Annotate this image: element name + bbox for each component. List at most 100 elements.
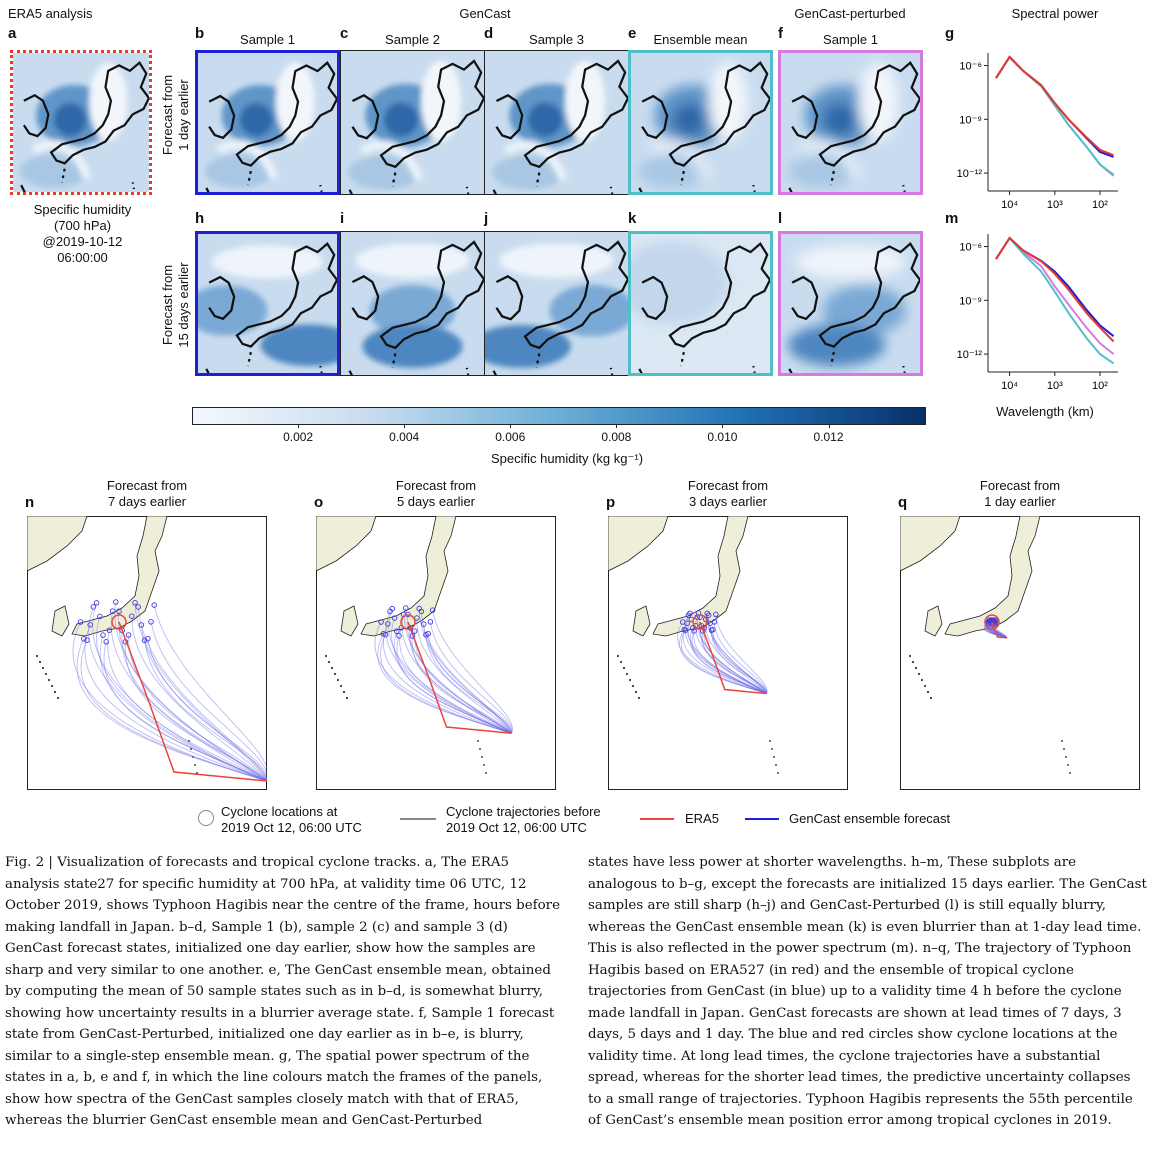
- panel-label-i: i: [340, 210, 345, 227]
- coastline-china: [20, 184, 26, 192]
- cyclone-track-map: [27, 516, 267, 790]
- row-label-bottom-line2: 15 days earlier: [176, 262, 191, 348]
- island-dot: [340, 685, 342, 687]
- ensemble-location-circle: [103, 639, 109, 645]
- ensemble-location-circle: [394, 628, 400, 634]
- panel-label-q: q: [898, 494, 908, 511]
- ensemble-trajectory: [411, 635, 512, 734]
- island-dot: [620, 661, 622, 663]
- coastline: [348, 59, 484, 194]
- colorbar-label: Specific humidity (kg kg⁻¹): [490, 451, 644, 466]
- humidity-field: [355, 243, 470, 368]
- ensemble-trajectory: [144, 640, 267, 782]
- ensemble-trajectory: [418, 608, 513, 734]
- ensemble-trajectory: [406, 614, 512, 734]
- island-dot: [924, 685, 926, 687]
- ensemble-trajectory: [409, 627, 512, 734]
- era5-caption-line: @2019-10-12: [42, 234, 123, 249]
- land-korea: [340, 605, 359, 637]
- ensemble-trajectory: [700, 625, 767, 694]
- ensemble-location-circle: [77, 619, 84, 625]
- island-dot: [629, 679, 631, 681]
- era5-location-circle: [692, 614, 708, 630]
- spectrum-series-line: [995, 236, 1115, 343]
- coastline: [638, 242, 770, 373]
- coastline-japan: [523, 240, 628, 350]
- panel-label-g: g: [945, 25, 955, 42]
- ensemble-location-circle: [992, 617, 999, 624]
- ensemble-location-circle: [420, 621, 427, 627]
- map-panel-e: [628, 50, 773, 195]
- ensemble-trajectory: [153, 604, 267, 781]
- humidity-blob: [260, 324, 337, 367]
- coastline-islands: [246, 351, 252, 367]
- humidity-blob: [421, 61, 462, 142]
- coastline-korea: [641, 94, 669, 140]
- humidity-field: [485, 243, 628, 368]
- island-dot: [483, 764, 485, 766]
- ensemble-location-circle: [391, 615, 398, 621]
- map-panel-c: [340, 50, 485, 195]
- island-dot: [921, 679, 923, 681]
- ensemble-trajectory: [429, 621, 513, 734]
- panel-label-e: e: [628, 25, 637, 42]
- humidity-blob: [858, 62, 898, 141]
- ensemble-location-circle: [411, 628, 418, 634]
- humidity-band: [216, 140, 279, 180]
- ensemble-location-circle: [148, 619, 154, 625]
- humidity-blob: [89, 62, 128, 141]
- row-label-top: Forecast from 1 day earlier: [160, 50, 192, 180]
- row-label-bottom: Forecast from 15 days earlier: [160, 230, 192, 380]
- ensemble-trajectory: [88, 606, 267, 782]
- ensemble-location-circle: [132, 600, 138, 606]
- coastline-japan: [668, 61, 770, 167]
- ensemble-trajectory: [121, 630, 267, 782]
- humidity-blob: [383, 102, 419, 137]
- ensemble-trajectory: [388, 608, 512, 734]
- era5-trajectory: [699, 621, 767, 695]
- land-korea: [51, 605, 70, 637]
- legend-ensemble: GenCast ensemble forecast: [789, 811, 951, 826]
- island-dot: [769, 740, 771, 742]
- colorbar-tick: [722, 424, 724, 428]
- colorbar-tick-label: 0.002: [283, 430, 314, 444]
- humidity-field: [348, 61, 462, 190]
- ensemble-trajectory: [705, 619, 767, 694]
- humidity-blob: [822, 103, 857, 137]
- land-mainland: [316, 516, 377, 572]
- colorbar-tick-label: 0.010: [707, 430, 738, 444]
- coastline-korea: [791, 275, 819, 321]
- ensemble-trajectory: [137, 606, 267, 782]
- ensemble-trajectory: [680, 629, 767, 694]
- island-dot: [54, 691, 56, 693]
- legend-text: 2019 Oct 12, 06:00 UTC: [446, 820, 587, 835]
- ensemble-trajectory: [396, 635, 512, 734]
- coastline: [20, 60, 149, 192]
- column-title-b: Sample 1: [240, 32, 295, 47]
- ensemble-location-circle: [705, 612, 712, 618]
- humidity-blob: [211, 245, 324, 279]
- ensemble-location-circle: [382, 631, 389, 638]
- humidity-blob: [492, 155, 564, 190]
- panel-label-b: b: [195, 25, 205, 42]
- island-dot: [331, 667, 333, 669]
- coastline-china: [492, 189, 497, 194]
- row-label-bottom-line1: Forecast from: [160, 264, 175, 346]
- coastline-korea: [351, 94, 380, 140]
- ensemble-location-circle: [396, 633, 402, 639]
- colorbar-tick-label: 0.006: [495, 430, 526, 444]
- column-title-d: Sample 3: [529, 32, 584, 47]
- era5-location-circle: [400, 614, 416, 630]
- ensemble-trajectory: [691, 630, 767, 694]
- humidity-blob: [204, 154, 275, 188]
- ensemble-trajectory: [84, 624, 267, 782]
- ensemble-trajectory: [677, 621, 767, 694]
- island-dot: [930, 697, 932, 699]
- era5-caption-line: 06:00:00: [57, 250, 108, 265]
- humidity-blob: [549, 284, 628, 337]
- track-panel-title-line: 3 days earlier: [688, 494, 768, 509]
- coastline-china: [205, 368, 210, 373]
- coastline-korea: [791, 94, 819, 140]
- coastline-japan: [818, 242, 920, 348]
- panel-label-j: j: [484, 210, 489, 227]
